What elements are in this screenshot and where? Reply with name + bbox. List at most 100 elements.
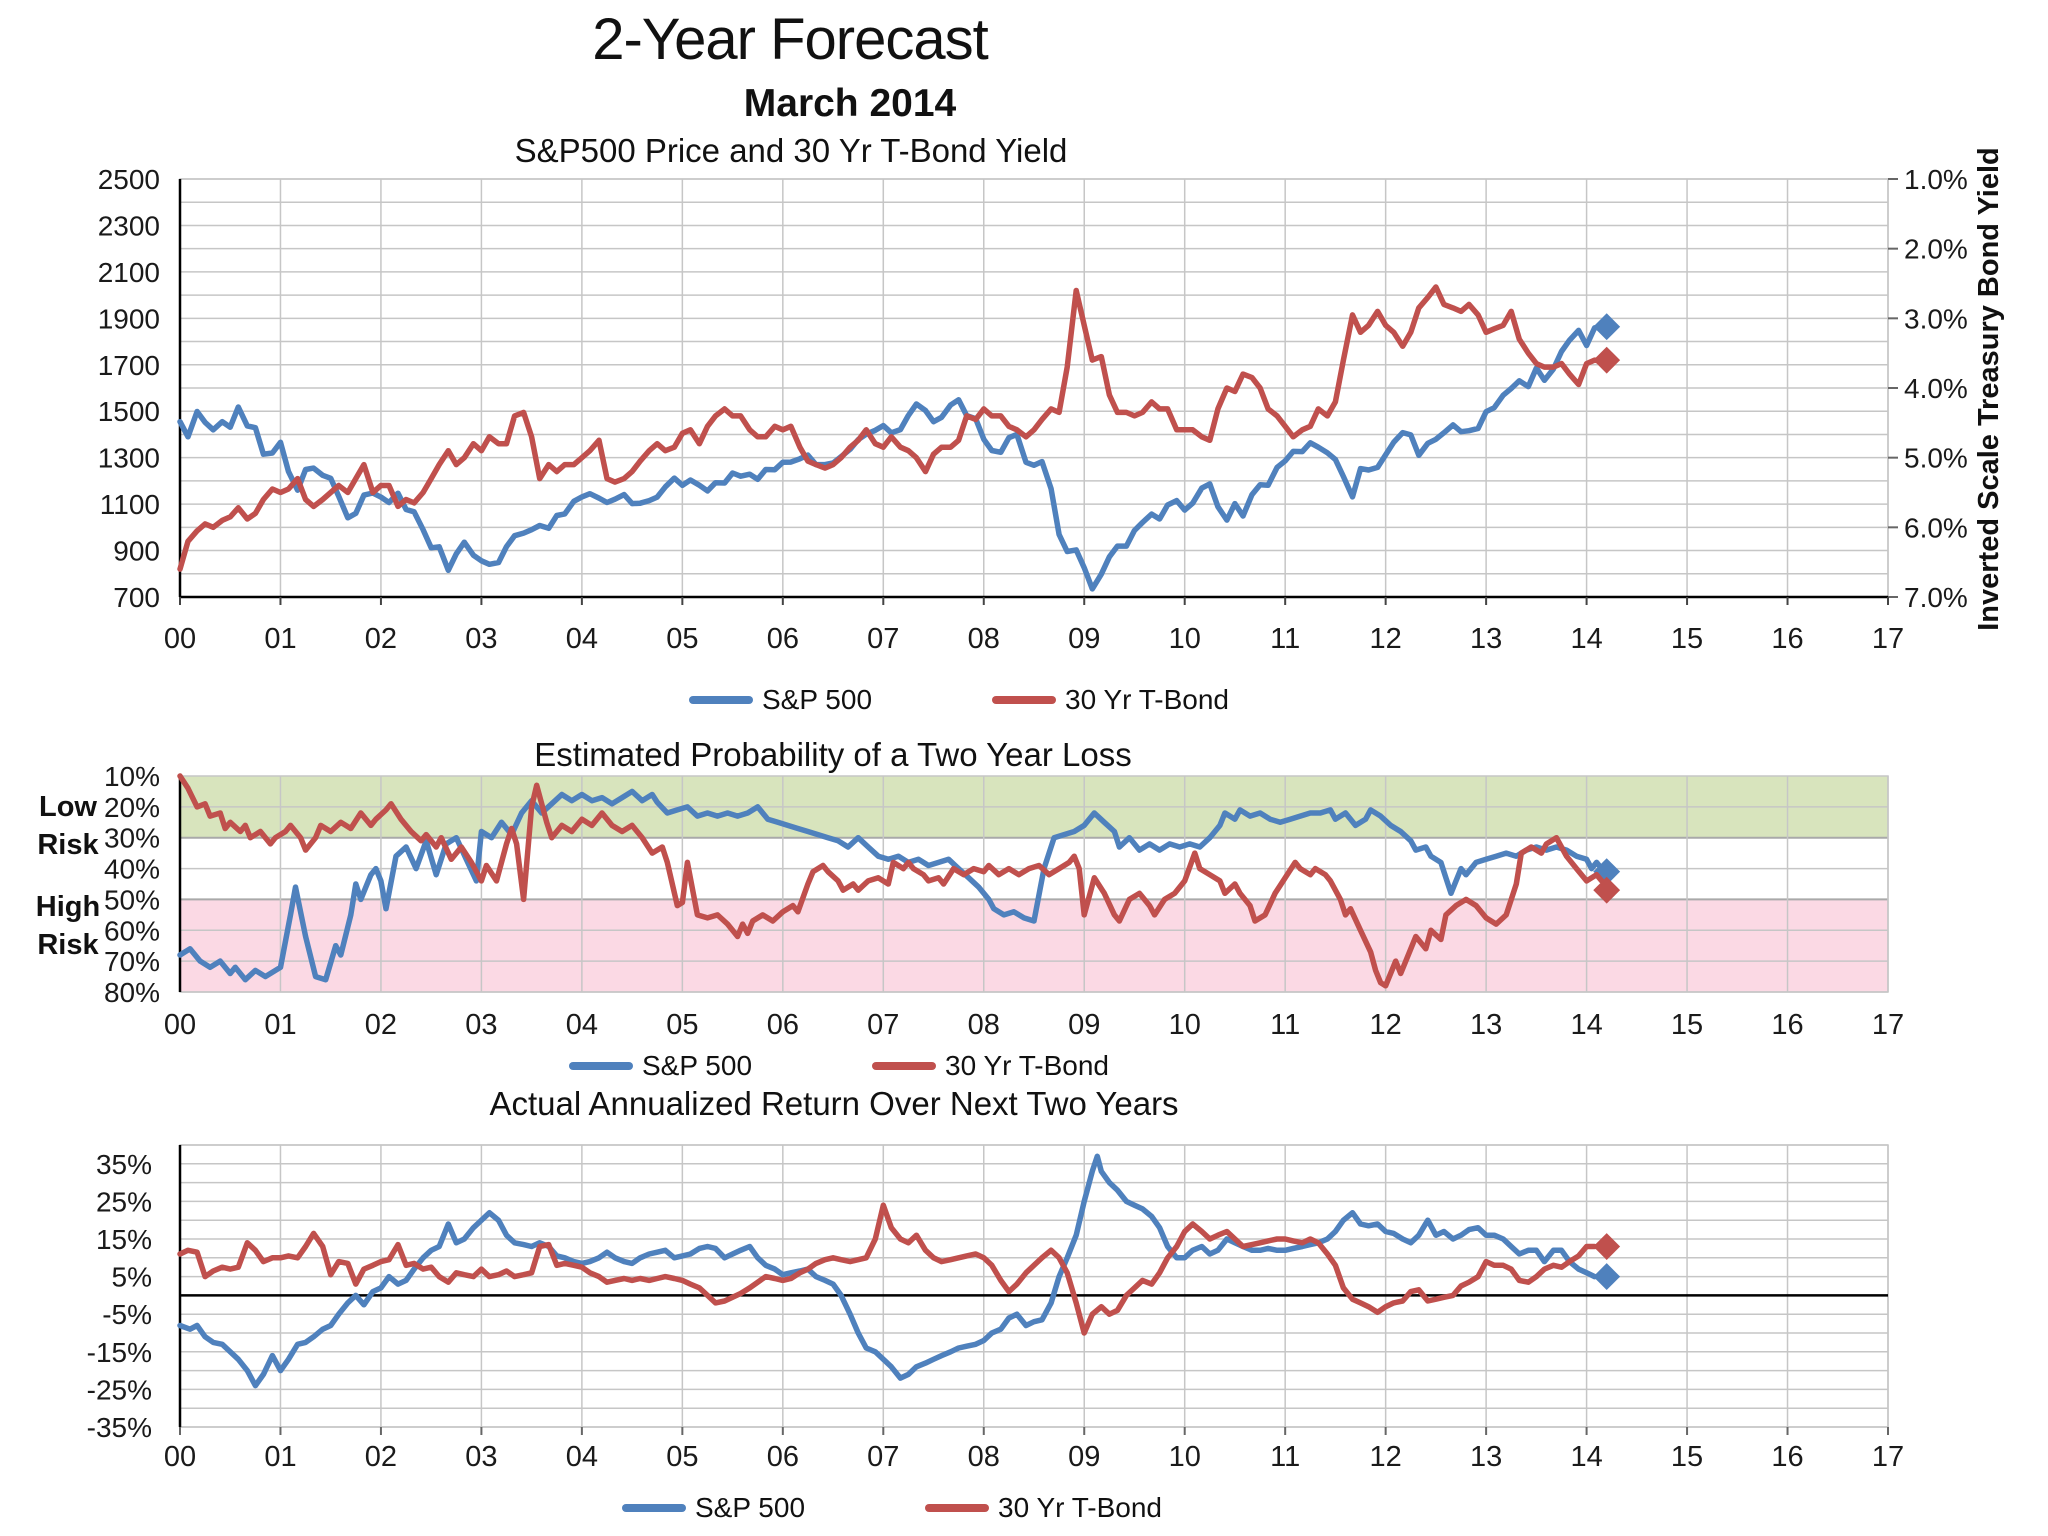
x-axis-label: 03 bbox=[465, 1441, 497, 1473]
tbond-line-swatch bbox=[872, 1062, 937, 1070]
series-line-sp500 bbox=[177, 788, 1605, 983]
x-axis-label: 12 bbox=[1370, 1009, 1402, 1041]
y-axis-label: -5% bbox=[102, 1299, 152, 1330]
low-risk-label: Low Risk bbox=[37, 791, 99, 861]
x-axis-label: 16 bbox=[1771, 1009, 1803, 1041]
y-axis-label: 25% bbox=[96, 1186, 152, 1217]
x-axis-label: 00 bbox=[164, 1009, 196, 1041]
forecast-diamond bbox=[1593, 1233, 1621, 1260]
y-axis-label: 50% bbox=[104, 884, 160, 915]
y-axis-label: 40% bbox=[104, 854, 160, 885]
right-axis-title: Inverted Scale Treasury Bond Yield bbox=[1973, 147, 2005, 631]
y-axis-label: 80% bbox=[104, 977, 160, 1008]
x-axis-label: 07 bbox=[867, 623, 899, 655]
legend-item-tbond: 30 Yr T-Bond bbox=[872, 1050, 1109, 1082]
x-axis-label: 15 bbox=[1671, 1009, 1703, 1041]
y-axis-label: 700 bbox=[113, 582, 160, 613]
x-axis-label: 15 bbox=[1671, 1441, 1703, 1473]
legend-label: S&P 500 bbox=[762, 684, 873, 715]
x-axis-label: 16 bbox=[1771, 623, 1803, 655]
chart3-title: Actual Annualized Return Over Next Two Y… bbox=[489, 1085, 1179, 1122]
y-axis-label-right: 5.0% bbox=[1904, 443, 1968, 474]
x-axis-label: 05 bbox=[666, 1441, 698, 1473]
x-axis-label: 00 bbox=[164, 623, 196, 655]
y-axis-label-right: 4.0% bbox=[1904, 373, 1968, 404]
legend-item-tbond: 30 Yr T-Bond bbox=[992, 684, 1229, 716]
x-axis-label: 01 bbox=[264, 623, 296, 655]
y-axis-label: 30% bbox=[104, 823, 160, 854]
forecast-diamond bbox=[1593, 876, 1621, 904]
y-axis-label-right: 6.0% bbox=[1904, 512, 1968, 543]
chart2-title: Estimated Probability of a Two Year Loss bbox=[534, 736, 1132, 773]
x-axis-label: 04 bbox=[566, 623, 598, 655]
y-axis-label: 2300 bbox=[98, 210, 160, 241]
x-axis-label: 13 bbox=[1470, 1009, 1502, 1041]
page-subtitle: March 2014 bbox=[743, 82, 957, 125]
y-axis-label: 10% bbox=[104, 761, 160, 792]
y-axis-label: 1700 bbox=[98, 350, 160, 381]
y-axis-label: 1900 bbox=[98, 303, 160, 334]
x-axis-label: 16 bbox=[1771, 1441, 1803, 1473]
x-axis-label: 07 bbox=[867, 1009, 899, 1041]
y-axis-label: -25% bbox=[87, 1374, 152, 1405]
legend-label: 30 Yr T-Bond bbox=[998, 1492, 1162, 1523]
y-axis-label: 60% bbox=[104, 915, 160, 946]
y-axis-label: 2100 bbox=[98, 257, 160, 288]
y-axis-label: 2500 bbox=[98, 164, 160, 195]
x-axis-label: 14 bbox=[1570, 623, 1602, 655]
plot-frame bbox=[179, 1144, 1889, 1428]
x-axis-label: 05 bbox=[666, 1009, 698, 1041]
legend-label: S&P 500 bbox=[642, 1050, 753, 1081]
x-axis-label: 12 bbox=[1370, 1441, 1402, 1473]
x-axis-label: 02 bbox=[365, 623, 397, 655]
sp500-line-swatch bbox=[622, 1504, 686, 1512]
x-axis-label: 09 bbox=[1068, 1009, 1100, 1041]
x-axis-label: 17 bbox=[1872, 1009, 1904, 1041]
legend-item-sp500: S&P 500 bbox=[689, 684, 872, 716]
tbond-line-swatch bbox=[992, 696, 1057, 704]
sp500-line-swatch bbox=[569, 1062, 633, 1070]
x-axis-label: 13 bbox=[1470, 1441, 1502, 1473]
y-axis-label-right: 1.0% bbox=[1904, 164, 1968, 195]
x-axis-label: 01 bbox=[264, 1009, 296, 1041]
x-axis-label: 14 bbox=[1570, 1009, 1602, 1041]
x-axis-label: 07 bbox=[867, 1441, 899, 1473]
tbond-line-swatch bbox=[925, 1504, 990, 1512]
legend-item-tbond: 30 Yr T-Bond bbox=[925, 1492, 1162, 1524]
y-axis-label: 1300 bbox=[98, 443, 160, 474]
x-axis-label: 11 bbox=[1270, 1009, 1300, 1041]
series-line-tbond bbox=[177, 1202, 1598, 1336]
x-axis-label: 10 bbox=[1169, 623, 1201, 655]
x-axis-label: 17 bbox=[1872, 623, 1904, 655]
x-axis-label: 06 bbox=[767, 623, 799, 655]
y-axis-label-right: 7.0% bbox=[1904, 582, 1968, 613]
x-axis-label: 10 bbox=[1169, 1441, 1201, 1473]
forecast-diamond bbox=[1593, 313, 1621, 341]
forecast-diamond bbox=[1593, 346, 1621, 374]
x-axis-label: 11 bbox=[1270, 1441, 1300, 1473]
legend-label: S&P 500 bbox=[695, 1492, 806, 1523]
y-axis-label: -35% bbox=[87, 1412, 152, 1443]
y-axis-label: 35% bbox=[96, 1149, 152, 1180]
y-axis-label: 70% bbox=[104, 946, 160, 977]
x-axis-label: 17 bbox=[1872, 1441, 1904, 1473]
legend-item-sp500: S&P 500 bbox=[622, 1492, 805, 1524]
legend-label: 30 Yr T-Bond bbox=[1065, 684, 1229, 715]
x-axis-label: 09 bbox=[1068, 623, 1100, 655]
sp500-line-swatch bbox=[689, 696, 753, 704]
x-axis-label: 01 bbox=[264, 1441, 296, 1473]
chart3-legend: S&P 500 30 Yr T-Bond bbox=[612, 1490, 1172, 1526]
y-axis-label: 900 bbox=[113, 536, 160, 567]
y-axis-label: -15% bbox=[87, 1337, 152, 1368]
x-axis-label: 15 bbox=[1671, 623, 1703, 655]
y-axis-label: 1500 bbox=[98, 396, 160, 427]
chart1-title: S&P500 Price and 30 Yr T-Bond Yield bbox=[514, 132, 1068, 169]
x-axis-label: 04 bbox=[566, 1009, 598, 1041]
x-axis-label: 08 bbox=[968, 1441, 1000, 1473]
y-axis-label: 5% bbox=[112, 1262, 152, 1293]
x-axis-label: 09 bbox=[1068, 1441, 1100, 1473]
x-axis-label: 00 bbox=[164, 1441, 196, 1473]
high-risk-label: High Risk bbox=[35, 891, 101, 961]
